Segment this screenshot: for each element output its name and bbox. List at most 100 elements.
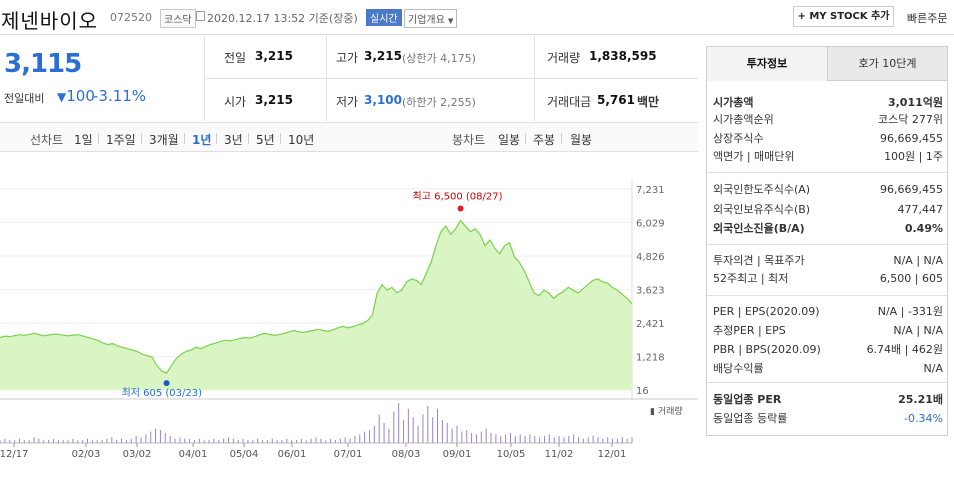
info-row: 동일업종 PER 25.21배: [713, 390, 943, 409]
info-row: 외국인한도주식수(A) 96,669,455: [713, 180, 943, 199]
y-tick-label: 4,826: [636, 252, 665, 263]
info-value: 3,011억원: [887, 96, 943, 109]
price-details: 전일 3,215 고가 3,215 (상한가 4,175) 거래량 1,838,…: [206, 36, 698, 121]
price-box: 3,115 전일대비 ▼100 -3.11%: [0, 36, 205, 121]
prev-label: 전일: [224, 51, 247, 65]
compare-label: 전일대비: [4, 92, 45, 105]
info-value: N/A | N/A: [893, 324, 943, 337]
overview-label: 기업개요: [408, 15, 445, 26]
low-value: 3,100: [364, 93, 402, 107]
tab-monthly-candle[interactable]: 월봉: [570, 133, 593, 147]
info-row: 상장주식수 96,669,455: [713, 129, 943, 148]
low-annotation: 최저 605 (03/23): [122, 387, 203, 399]
info-label: PBR | BPS(2020.09): [713, 343, 821, 356]
info-value: -0.34%: [904, 412, 943, 425]
info-label: PER | EPS(2020.09): [713, 305, 820, 318]
y-tick-label: 6,029: [636, 219, 665, 230]
change-value: 100: [66, 87, 95, 105]
info-label: 투자의견 | 목표주가: [713, 254, 805, 267]
line-chart-label: 선차트: [30, 133, 64, 147]
stock-header: 제넨바이오 072520 코스닥 2020.12.17 13:52 기준(장중)…: [0, 0, 954, 35]
info-label: 외국인한도주식수(A): [713, 183, 811, 196]
down-arrow-icon: ▼: [57, 90, 67, 104]
info-label: 시가총액: [713, 96, 754, 109]
info-value: 96,669,455: [880, 183, 943, 196]
realtime-button[interactable]: 실시간: [366, 9, 402, 26]
x-tick-label: 02/03: [72, 449, 101, 460]
low-label: 저가: [336, 95, 359, 109]
high-label: 고가: [336, 51, 359, 65]
tab-10year[interactable]: 10년: [288, 133, 315, 147]
investment-info-panel: 투자정보 호가 10단계 시가총액 3,011억원 시가총액순위 코스닥 277위 상장…: [706, 46, 948, 436]
x-tick-label: 05/04: [230, 449, 259, 460]
tab-1week[interactable]: 1주일: [106, 133, 136, 147]
tab-1year[interactable]: 1년: [192, 133, 212, 147]
open-label: 시가: [224, 95, 247, 109]
price-area: [0, 220, 632, 390]
info-row: 외국인소진율(B/A) 0.49%: [713, 219, 943, 238]
chart-tabs: 선차트 1일 1주일 3개월 1년 3년 5년 10년 봉차트 일봉 주봉 월봉: [0, 122, 698, 152]
x-tick-label: 04/01: [179, 449, 208, 460]
info-row: 추정PER | EPS N/A | N/A: [713, 321, 943, 340]
amount-value: 5,761: [597, 93, 635, 107]
high-value: 3,215: [364, 49, 402, 63]
high-annotation: 최고 6,500 (08/27): [413, 191, 503, 203]
info-label: 배당수익률: [713, 362, 764, 375]
prev-value: 3,215: [255, 49, 293, 63]
open-value: 3,215: [255, 93, 293, 107]
tab-investment-info[interactable]: 투자정보: [707, 47, 827, 81]
x-tick-label: 10/05: [497, 449, 526, 460]
x-tick-label: 09/01: [443, 449, 472, 460]
x-tick-label: 11/02: [545, 449, 574, 460]
info-label: 동일업종 PER: [713, 393, 782, 406]
amount-label: 거래대금: [547, 95, 592, 109]
info-row: 배당수익률 N/A: [713, 359, 943, 378]
x-tick-label: 03/02: [123, 449, 152, 460]
info-label: 액면가 | 매매단위: [713, 150, 795, 163]
x-tick-label: 06/01: [278, 449, 307, 460]
fast-order-link[interactable]: 빠른주문: [907, 12, 948, 25]
tab-3year[interactable]: 3년: [224, 133, 243, 147]
info-label: 동일업종 등락률: [713, 412, 788, 425]
amount-unit: 백만: [637, 95, 660, 109]
plus-icon: +: [797, 11, 810, 22]
info-value: 코스닥 277위: [878, 113, 943, 126]
tab-orderbook[interactable]: 호가 10단계: [827, 47, 947, 81]
info-row: PBR | BPS(2020.09) 6.74배 | 462원: [713, 340, 943, 359]
price-chart[interactable]: 7,231 6,029 4,826 3,623 2,421 1,218 16 최고 6,500…: [0, 153, 698, 475]
info-value: 6,500 | 605: [879, 272, 943, 285]
calendar-icon: [196, 11, 205, 21]
stock-name: 제넨바이오: [1, 9, 98, 33]
tab-daily-candle[interactable]: 일봉: [498, 133, 521, 147]
info-label: 상장주식수: [713, 132, 764, 145]
y-tick-label: 1,218: [636, 353, 665, 364]
candle-chart-label: 봉차트: [452, 133, 486, 147]
info-value: 96,669,455: [880, 132, 943, 145]
y-tick-label: 3,623: [636, 286, 665, 297]
price-change: ▼100: [57, 87, 95, 105]
x-tick-label: 08/03: [392, 449, 421, 460]
tab-5year[interactable]: 5년: [256, 133, 275, 147]
chevron-down-icon: ▼: [448, 17, 454, 25]
tab-weekly-candle[interactable]: 주봉: [533, 133, 556, 147]
info-value: 477,447: [897, 203, 944, 216]
company-overview-dropdown[interactable]: 기업개요 ▼: [404, 9, 458, 28]
high-marker: [457, 205, 464, 212]
info-label: 52주최고 | 최저: [713, 272, 789, 285]
info-value: N/A | N/A: [893, 254, 943, 267]
info-value: 25.21배: [898, 393, 943, 406]
info-row: 시가총액순위 코스닥 277위: [713, 110, 943, 129]
info-value: 6.74배 | 462원: [866, 343, 943, 356]
price-line: [0, 219, 633, 374]
tab-3month[interactable]: 3개월: [149, 133, 179, 147]
info-row: 52주최고 | 최저 6,500 | 605: [713, 269, 943, 288]
volume-value: 1,838,595: [589, 49, 657, 63]
tab-1day[interactable]: 1일: [74, 133, 93, 147]
y-tick-label: 2,421: [636, 319, 665, 330]
info-row: 동일업종 등락률 -0.34%: [713, 409, 943, 428]
x-tick-label: 12/17: [0, 449, 28, 460]
add-mystock-button[interactable]: + MY STOCK 추가: [793, 6, 894, 27]
volume-label: 거래량: [547, 51, 581, 65]
info-label: 외국인소진율(B/A): [713, 222, 805, 235]
y-tick-label: 7,231: [636, 185, 665, 196]
